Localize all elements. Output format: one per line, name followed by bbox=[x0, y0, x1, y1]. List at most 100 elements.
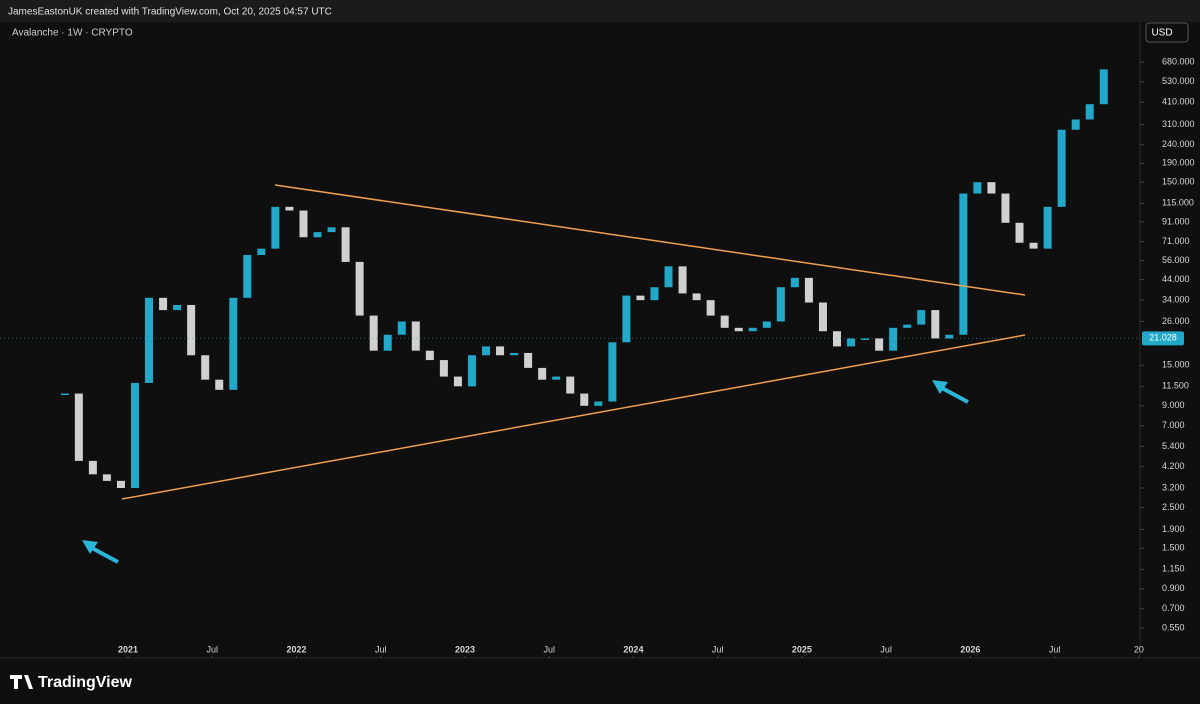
y-tick-label: 680.000 bbox=[1162, 56, 1195, 66]
y-tick-label: 240.000 bbox=[1162, 139, 1195, 149]
chart-title: Avalanche · 1W · CRYPTO bbox=[12, 28, 133, 39]
candle bbox=[861, 338, 870, 340]
candle bbox=[594, 401, 603, 406]
candle bbox=[439, 360, 448, 377]
y-tick-label: 115.000 bbox=[1162, 198, 1194, 208]
candle bbox=[74, 393, 83, 461]
candle bbox=[271, 206, 280, 249]
x-tick-label: 2023 bbox=[455, 644, 475, 654]
candle bbox=[397, 321, 406, 335]
x-tick-label: Jul bbox=[880, 644, 892, 654]
candle bbox=[748, 327, 757, 332]
candle bbox=[959, 193, 968, 335]
candle bbox=[229, 297, 238, 390]
candle bbox=[496, 346, 505, 356]
y-tick-label: 56.000 bbox=[1162, 255, 1190, 265]
candle bbox=[131, 382, 139, 488]
candle bbox=[467, 355, 476, 387]
currency[interactable]: USD bbox=[1151, 28, 1172, 39]
candle bbox=[173, 304, 182, 311]
candle bbox=[847, 338, 856, 347]
candle bbox=[552, 376, 561, 380]
candle bbox=[60, 393, 69, 396]
y-tick-label: 1.150 bbox=[1162, 564, 1185, 574]
candle bbox=[145, 297, 154, 383]
candle bbox=[524, 352, 533, 368]
candle bbox=[903, 324, 912, 328]
y-tick-label: 7.000 bbox=[1162, 420, 1185, 430]
x-tick-label: 2026 bbox=[960, 644, 980, 654]
candle bbox=[945, 334, 954, 339]
brand-logo bbox=[10, 675, 33, 689]
candle bbox=[706, 300, 715, 316]
brand[interactable]: TradingView bbox=[38, 674, 133, 691]
y-tick-label: 3.200 bbox=[1162, 482, 1185, 492]
y-tick-label: 71.000 bbox=[1162, 236, 1190, 246]
candle bbox=[453, 376, 462, 387]
y-tick-label: 4.200 bbox=[1162, 461, 1185, 471]
candle bbox=[538, 367, 547, 380]
currency-box[interactable] bbox=[1145, 22, 1189, 43]
candle bbox=[411, 321, 420, 351]
candle bbox=[215, 379, 224, 390]
candle bbox=[159, 297, 168, 311]
y-tick-label: 0.900 bbox=[1162, 583, 1185, 593]
candle bbox=[762, 321, 771, 328]
candle bbox=[201, 355, 210, 380]
y-tick-label: 2.500 bbox=[1162, 502, 1185, 512]
candle bbox=[917, 310, 926, 325]
x-tick-label: 2022 bbox=[286, 644, 306, 654]
candle bbox=[425, 350, 434, 361]
y-tick-label: 0.700 bbox=[1162, 603, 1185, 613]
candle bbox=[875, 338, 884, 351]
y-tick-label: 91.000 bbox=[1162, 216, 1190, 226]
candle bbox=[664, 266, 673, 288]
header-bar bbox=[0, 0, 1200, 22]
header: JamesEastonUK created with TradingView.c… bbox=[8, 7, 332, 18]
footer-bar bbox=[0, 660, 1200, 704]
candle bbox=[734, 327, 743, 332]
y-tick-label: 5.400 bbox=[1162, 441, 1185, 451]
candle bbox=[889, 327, 898, 351]
candle bbox=[257, 248, 266, 255]
candle bbox=[355, 261, 364, 316]
trendline-upper bbox=[274, 184, 1026, 296]
y-tick-label: 0.550 bbox=[1162, 622, 1185, 632]
candle bbox=[285, 206, 294, 211]
candle bbox=[650, 287, 659, 301]
candle bbox=[1029, 242, 1038, 249]
candle bbox=[608, 342, 617, 402]
candle bbox=[341, 227, 350, 262]
candle bbox=[116, 480, 125, 488]
candle bbox=[102, 474, 111, 481]
x-tick-label: 20 bbox=[1134, 644, 1144, 654]
x-tick-label: Jul bbox=[375, 644, 387, 654]
candle bbox=[678, 266, 687, 294]
candle bbox=[482, 346, 490, 356]
arrow bbox=[932, 380, 969, 404]
y-tick-label: 410.000 bbox=[1162, 97, 1195, 107]
y-tick-label: 150.000 bbox=[1162, 177, 1195, 187]
arrow bbox=[82, 540, 119, 564]
y-tick-label: 310.000 bbox=[1162, 119, 1195, 129]
y-tick-label: 190.000 bbox=[1162, 158, 1195, 168]
trendline-lower bbox=[121, 334, 1026, 500]
candle bbox=[369, 315, 378, 351]
y-tick-label: 1.900 bbox=[1162, 524, 1185, 534]
y-tick-label: 9.000 bbox=[1162, 400, 1185, 410]
y-tick-label: 44.000 bbox=[1162, 274, 1190, 284]
x-tick-label: 2025 bbox=[792, 644, 812, 654]
candle bbox=[622, 295, 631, 343]
y-tick-label: 15.000 bbox=[1162, 360, 1190, 370]
candle bbox=[243, 254, 252, 298]
candle bbox=[931, 310, 940, 339]
x-tick-label: Jul bbox=[712, 644, 724, 654]
y-tick-label: 34.000 bbox=[1162, 295, 1190, 305]
candle bbox=[987, 182, 996, 194]
x-tick-label: Jul bbox=[543, 644, 555, 654]
candle bbox=[327, 227, 336, 233]
price-tag bbox=[1142, 331, 1184, 346]
candle bbox=[566, 376, 575, 394]
